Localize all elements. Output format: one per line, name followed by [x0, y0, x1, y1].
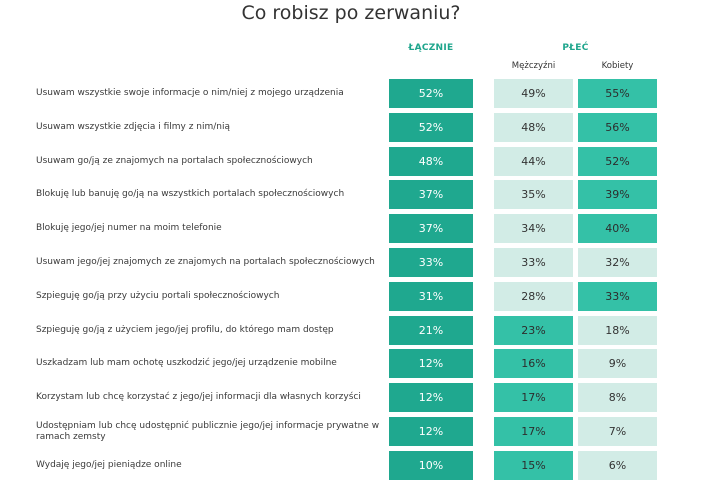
row-label: Udostępniam lub chcę udostępnić publiczn… — [36, 420, 380, 442]
cell-men: 16% — [494, 349, 573, 379]
cell-men: 17% — [494, 417, 573, 446]
cell-total: 12% — [389, 417, 473, 446]
cell-women: 18% — [578, 315, 657, 345]
row-label: Usuwam jego/jej znajomych ze znajomych n… — [36, 257, 375, 267]
row-label: Korzystam lub chcę korzystać z jego/jej … — [36, 392, 361, 403]
cell-men: 28% — [494, 281, 573, 311]
cell-women: 39% — [578, 180, 657, 210]
row-label: Blokuję jego/jej numer na moim telefonie — [36, 223, 222, 234]
cell-total: 48% — [389, 146, 473, 176]
header-gender: PŁEĆ — [562, 43, 589, 53]
cell-women: 40% — [578, 214, 657, 244]
cell-women: 56% — [578, 112, 657, 142]
table-row: Usuwam go/ją ze znajomych na portalach s… — [0, 146, 702, 176]
chart-title: Co robisz po zerwaniu? — [241, 2, 461, 24]
cell-total: 12% — [389, 383, 473, 413]
table-row: Udostępniam lub chcę udostępnić publiczn… — [0, 417, 702, 446]
cell-men: 35% — [494, 180, 573, 210]
cell-women: 9% — [578, 349, 657, 379]
cell-men: 44% — [494, 146, 573, 176]
row-label: Wydaję jego/jej pieniądze online — [36, 459, 182, 470]
cell-total: 52% — [389, 112, 473, 142]
row-label: Szpieguję go/ją z użyciem jego/jej profi… — [36, 324, 334, 335]
table-row: Usuwam wszystkie zdjęcia i filmy z nim/n… — [0, 112, 702, 142]
table-row: Usuwam wszystkie swoje informacje o nim/… — [0, 79, 702, 108]
header-women: Kobiety — [601, 61, 634, 71]
cell-men: 15% — [494, 450, 573, 480]
row-label: Usuwam wszystkie swoje informacje o nim/… — [36, 88, 344, 98]
cell-men: 49% — [494, 79, 573, 108]
cell-women: 8% — [578, 383, 657, 413]
header-total: ŁĄCZNIE — [408, 43, 454, 53]
cell-total: 37% — [389, 214, 473, 244]
cell-total: 31% — [389, 281, 473, 311]
cell-total: 52% — [389, 79, 473, 108]
row-label: Usuwam go/ją ze znajomych na portalach s… — [36, 155, 313, 166]
cell-total: 10% — [389, 450, 473, 480]
cell-women: 33% — [578, 281, 657, 311]
table-row: Usuwam jego/jej znajomych ze znajomych n… — [0, 248, 702, 277]
cell-women: 32% — [578, 248, 657, 277]
cell-women: 52% — [578, 146, 657, 176]
table-row: Blokuję jego/jej numer na moim telefonie… — [0, 214, 702, 244]
header-men: Mężczyźni — [511, 61, 556, 71]
table-row: Szpieguję go/ją z użyciem jego/jej profi… — [0, 315, 702, 345]
table-row: Blokuję lub banuję go/ją na wszystkich p… — [0, 180, 702, 210]
table-row: Wydaję jego/jej pieniądze online 10% 15% 6% — [0, 450, 702, 480]
cell-men: 33% — [494, 248, 573, 277]
cell-women: 6% — [578, 450, 657, 480]
cell-total: 37% — [389, 180, 473, 210]
row-label: Usuwam wszystkie zdjęcia i filmy z nim/n… — [36, 121, 231, 132]
cell-men: 23% — [494, 315, 573, 345]
table-row: Szpieguję go/ją przy użyciu portali społ… — [0, 281, 702, 311]
row-label: Uszkadzam lub mam ochotę uszkodzić jego/… — [36, 358, 337, 369]
cell-women: 7% — [578, 417, 657, 446]
cell-total: 12% — [389, 349, 473, 379]
table-row: Korzystam lub chcę korzystać z jego/jej … — [0, 383, 702, 413]
cell-women: 55% — [578, 79, 657, 108]
cell-men: 17% — [494, 383, 573, 413]
table-row: Uszkadzam lub mam ochotę uszkodzić jego/… — [0, 349, 702, 379]
cell-men: 34% — [494, 214, 573, 244]
row-label: Blokuję lub banuję go/ją na wszystkich p… — [36, 189, 345, 200]
cell-total: 21% — [389, 315, 473, 345]
cell-total: 33% — [389, 248, 473, 277]
row-label: Szpieguję go/ją przy użyciu portali społ… — [36, 290, 280, 301]
cell-men: 48% — [494, 112, 573, 142]
